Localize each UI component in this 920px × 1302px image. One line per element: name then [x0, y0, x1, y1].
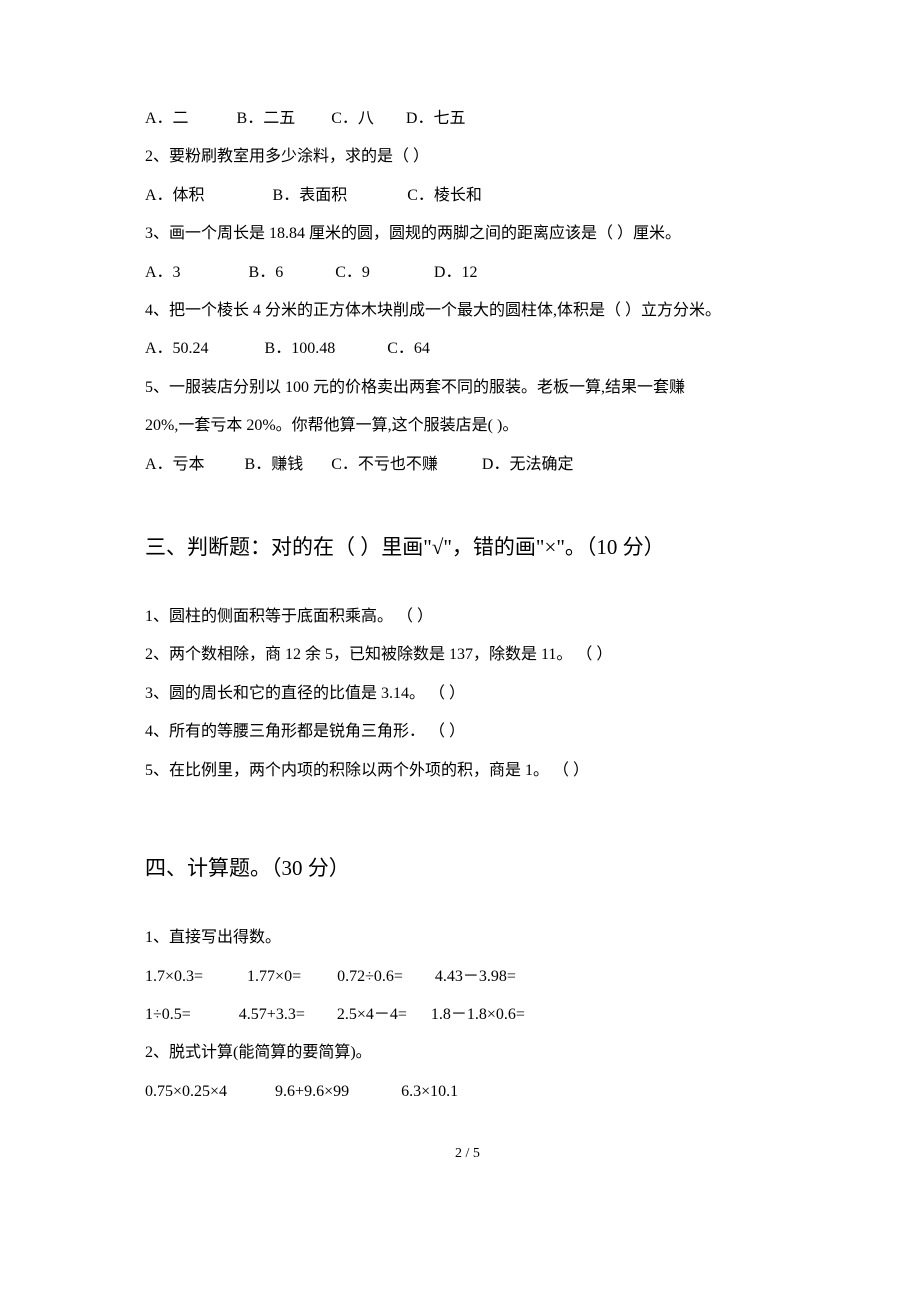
q1-options: A．二 B．二五 C．八 D．七五 [145, 100, 790, 138]
q5-text-b: 20%,一套亏本 20%。你帮他算一算,这个服装店是( )。 [145, 407, 790, 445]
calc1-row1: 1.7×0.3= 1.77×0= 0.72÷0.6= 4.43－3.98= [145, 958, 790, 996]
calc2-row1: 0.75×0.25×4 9.6+9.6×99 6.3×10.1 [145, 1073, 790, 1111]
judge-1: 1、圆柱的侧面积等于底面积乘高。 （ ） [145, 598, 790, 636]
q2-text: 2、要粉刷教室用多少涂料，求的是（ ） [145, 138, 790, 176]
q2-options: A．体积 B．表面积 C．棱长和 [145, 177, 790, 215]
judge-5: 5、在比例里，两个内项的积除以两个外项的积，商是 1。 （ ） [145, 752, 790, 790]
calc1-row2: 1÷0.5= 4.57+3.3= 2.5×4－4= 1.8－1.8×0.6= [145, 996, 790, 1034]
section-3-heading: 三、判断题：对的在（ ）里画"√"，错的画"×"。（10 分） [145, 524, 790, 570]
document-page: A．二 B．二五 C．八 D．七五 2、要粉刷教室用多少涂料，求的是（ ） A．… [0, 0, 920, 1222]
q5-options: A．亏本 B．赚钱 C．不亏也不赚 D．无法确定 [145, 446, 790, 484]
q5-text-a: 5、一服装店分别以 100 元的价格卖出两套不同的服装。老板一算,结果一套赚 [145, 369, 790, 407]
q4-text: 4、把一个棱长 4 分米的正方体木块削成一个最大的圆柱体,体积是（ ）立方分米。 [145, 292, 790, 330]
calc2-label: 2、脱式计算(能简算的要简算)。 [145, 1034, 790, 1072]
q3-options: A．3 B．6 C．9 D．12 [145, 254, 790, 292]
judge-3: 3、圆的周长和它的直径的比值是 3.14。 （ ） [145, 675, 790, 713]
judge-2: 2、两个数相除，商 12 余 5，已知被除数是 137，除数是 11。 （ ） [145, 636, 790, 674]
q3-text: 3、画一个周长是 18.84 厘米的圆，圆规的两脚之间的距离应该是（ ）厘米。 [145, 215, 790, 253]
calc1-label: 1、直接写出得数。 [145, 919, 790, 957]
q4-options: A．50.24 B．100.48 C．64 [145, 330, 790, 368]
section-4-heading: 四、计算题。（30 分） [145, 845, 790, 891]
judge-4: 4、所有的等腰三角形都是锐角三角形． （ ） [145, 713, 790, 751]
page-number: 2 / 5 [145, 1146, 790, 1162]
